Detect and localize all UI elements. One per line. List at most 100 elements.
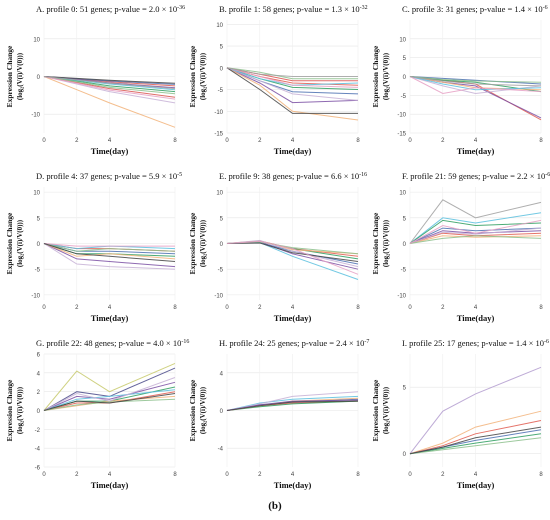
x-axis-label: Time(day) — [274, 480, 312, 490]
series-line — [409, 410, 542, 455]
chart-panel: E. profile 9: 38 genes; p-value = 6.6 × … — [188, 171, 367, 323]
series-line — [43, 76, 176, 95]
x-tick-label: 8 — [356, 138, 360, 144]
series-line — [43, 243, 176, 250]
figure-canvas: A. profile 0: 51 genes; p-value = 2.0 × … — [5, 4, 550, 490]
y-tick-label: -2 — [35, 428, 41, 434]
chart-title: H. profile 24: 25 genes; p-value = 2.4 ×… — [219, 338, 369, 348]
y-axis-label-unit: (log₂(V(i)/V(0))) — [199, 219, 207, 267]
chart-title: D. profile 4: 37 genes; p-value = 5.9 × … — [36, 171, 182, 181]
y-axis-label-unit: (log₂(V(i)/V(0))) — [16, 219, 24, 267]
x-tick-label: 4 — [291, 138, 295, 144]
y-tick-label: 10 — [33, 191, 40, 197]
series-line — [409, 235, 542, 244]
y-tick-label: -5 — [218, 268, 224, 274]
series-line — [226, 67, 359, 101]
y-tick-label: 10 — [399, 191, 406, 197]
chart-title-exponent: -6 — [543, 5, 548, 11]
x-tick-label: 8 — [356, 305, 360, 311]
chart-title: I. profile 25: 17 genes; p-value = 1.4 ×… — [402, 338, 549, 348]
x-axis-label: Time(day) — [274, 313, 312, 323]
x-tick-label: 2 — [441, 472, 445, 478]
y-tick-label: 10 — [216, 23, 223, 29]
chart-title-main: B. profile 1: 58 genes; p-value = 1.3 × … — [219, 4, 360, 14]
series-line — [43, 243, 176, 270]
series-line — [409, 420, 542, 455]
chart-title-main: A. profile 0: 51 genes; p-value = 2.0 × … — [36, 4, 177, 14]
series-line — [226, 67, 358, 77]
series-line — [409, 219, 542, 244]
y-tick-label: 5 — [220, 216, 224, 222]
y-tick-label: -10 — [214, 110, 223, 116]
y-tick-label: 0 — [37, 409, 41, 415]
x-tick-label: 8 — [173, 472, 177, 478]
series-line — [409, 433, 542, 455]
series-line — [226, 67, 359, 104]
series-line — [226, 67, 358, 114]
y-tick-label: 6 — [37, 353, 41, 359]
series-line — [43, 243, 176, 268]
y-tick-label: 0 — [37, 242, 41, 248]
y-tick-label: -4 — [218, 447, 224, 453]
x-axis-label: Time(day) — [457, 146, 495, 156]
series-line — [43, 243, 176, 262]
chart-title: G. profile 22: 48 genes; p-value = 4.0 ×… — [36, 338, 189, 348]
y-tick-label: 5 — [403, 56, 407, 62]
chart-title-exponent: -32 — [360, 5, 368, 11]
y-axis-label-unit: (log₂(V(i)/V(0))) — [16, 386, 24, 434]
y-axis-label-unit: (log₂(V(i)/V(0))) — [382, 219, 390, 267]
x-tick-label: 0 — [225, 472, 229, 478]
series-line — [226, 240, 359, 275]
chart-title: B. profile 1: 58 genes; p-value = 1.3 × … — [219, 4, 368, 14]
y-tick-label: -5 — [401, 94, 407, 100]
series-line — [409, 76, 542, 95]
y-tick-label: 0 — [403, 242, 407, 248]
x-tick-label: 0 — [225, 138, 229, 144]
y-tick-label: -10 — [397, 113, 406, 119]
chart-title-main: C. profile 3: 31 genes; p-value = 1.4 × … — [402, 4, 543, 14]
series-line — [43, 76, 176, 84]
y-tick-label: 0 — [403, 75, 407, 81]
series-line — [409, 199, 542, 244]
y-axis-label: Expression Change — [188, 212, 197, 274]
x-tick-label: 0 — [408, 305, 412, 311]
y-tick-label: 5 — [403, 216, 407, 222]
y-tick-label: 4 — [220, 371, 224, 377]
x-axis-label: Time(day) — [91, 480, 129, 490]
y-tick-label: 0 — [220, 66, 224, 72]
chart-title-main: H. profile 24: 25 genes; p-value = 2.4 ×… — [219, 338, 364, 348]
y-tick-label: -15 — [214, 132, 223, 138]
x-tick-label: 2 — [75, 305, 79, 311]
x-tick-label: 0 — [225, 305, 229, 311]
y-tick-label: -5 — [35, 268, 41, 274]
series-line — [43, 362, 176, 411]
x-axis-label: Time(day) — [91, 146, 129, 156]
y-tick-label: 10 — [216, 191, 223, 197]
y-tick-label: 10 — [399, 37, 406, 43]
y-axis-label: Expression Change — [371, 45, 380, 107]
series-line — [43, 76, 176, 100]
x-tick-label: 0 — [42, 472, 46, 478]
chart-title-exponent: -16 — [181, 339, 189, 345]
y-axis-label: Expression Change — [188, 45, 197, 107]
series-line — [226, 67, 359, 121]
x-tick-label: 4 — [291, 472, 295, 478]
y-axis-label-unit: (log₂(V(i)/V(0))) — [382, 52, 390, 100]
series-line — [409, 76, 542, 85]
y-tick-label: 0 — [403, 452, 407, 458]
x-tick-label: 4 — [474, 305, 478, 311]
x-tick-label: 2 — [258, 138, 262, 144]
series-line — [409, 366, 542, 455]
x-axis-label: Time(day) — [91, 313, 129, 323]
series-line — [43, 243, 176, 252]
chart-title-main: G. profile 22: 48 genes; p-value = 4.0 ×… — [36, 338, 181, 348]
chart-title: C. profile 3: 31 genes; p-value = 1.4 × … — [402, 4, 548, 14]
chart-title-exponent: -5 — [177, 172, 182, 178]
x-axis-label: Time(day) — [457, 313, 495, 323]
series-line — [409, 426, 542, 455]
y-axis-label: Expression Change — [188, 379, 197, 441]
x-tick-label: 4 — [291, 305, 295, 311]
x-axis-label: Time(day) — [457, 480, 495, 490]
x-tick-label: 2 — [258, 472, 262, 478]
series-line — [409, 76, 542, 87]
